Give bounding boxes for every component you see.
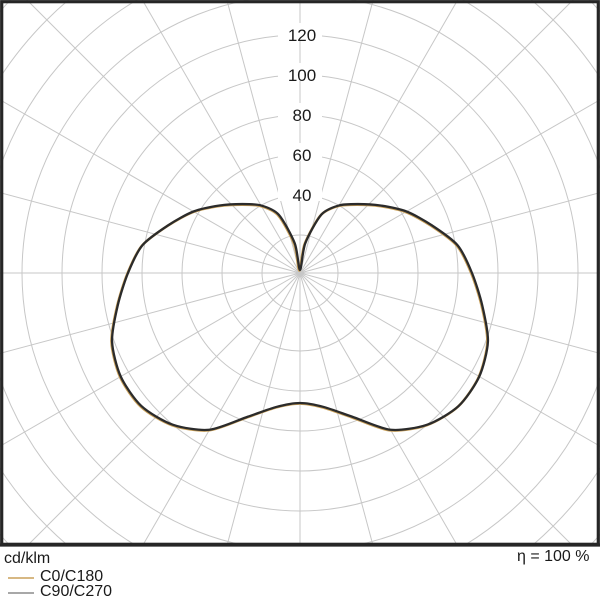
- svg-text:40: 40: [293, 186, 312, 205]
- svg-text:80: 80: [293, 106, 312, 125]
- svg-text:100: 100: [288, 66, 316, 85]
- svg-text:120: 120: [288, 26, 316, 45]
- svg-text:60: 60: [293, 146, 312, 165]
